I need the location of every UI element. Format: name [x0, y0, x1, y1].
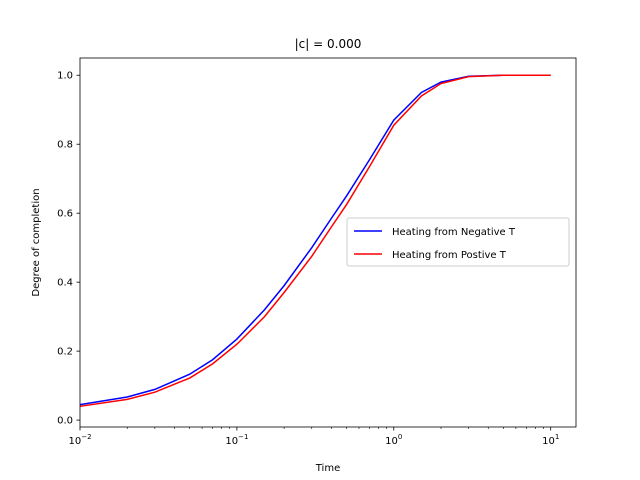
y-tick-label: 0.8: [57, 140, 73, 151]
series-line-negative: [79, 74, 551, 406]
y-axis-label: Degree of completion: [31, 188, 42, 296]
y-axis-ticks: 0.0 0.2 0.4 0.6 0.8 1.0: [57, 71, 80, 427]
plot-frame: [79, 57, 577, 428]
x-tick-label: 10−2: [68, 433, 91, 447]
legend: Heating from Negative T Heating from Pos…: [346, 217, 570, 267]
series-line-positive: [79, 74, 551, 408]
plot-lines: [79, 74, 551, 408]
legend-box: [346, 217, 570, 267]
x-axis-label: Time: [315, 463, 340, 474]
y-tick-label: 0.4: [57, 278, 73, 289]
chart-title: |c| = 0.000: [295, 37, 362, 51]
legend-label-positive: Heating from Postive T: [392, 250, 507, 261]
x-tick-label: 100: [385, 433, 402, 447]
x-tick-label: 10−1: [225, 433, 248, 447]
y-tick-label: 1.0: [57, 71, 73, 82]
y-tick-label: 0.0: [57, 416, 73, 427]
y-tick-label: 0.2: [57, 347, 73, 358]
x-tick-label: 101: [542, 433, 559, 447]
y-tick-label: 0.6: [57, 209, 73, 220]
legend-label-negative: Heating from Negative T: [392, 227, 516, 238]
x-axis-ticks: 10−2 10−1 100 101: [68, 427, 559, 447]
